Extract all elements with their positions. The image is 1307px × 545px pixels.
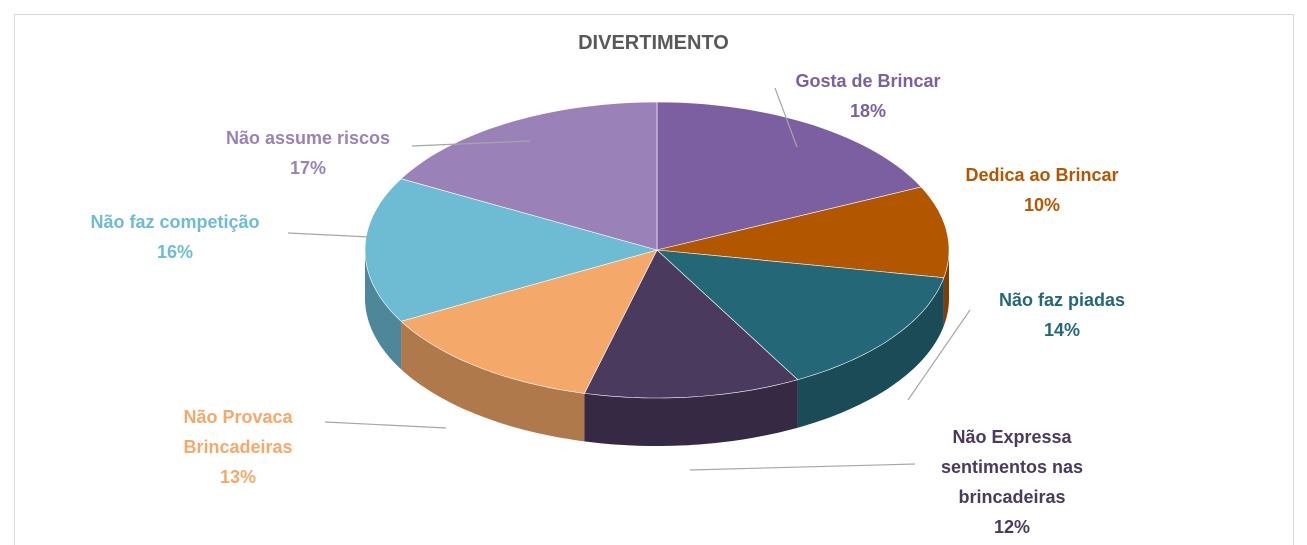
slice <box>656 101 922 251</box>
value-label: 16% <box>156 242 194 262</box>
category-label: Não Provaca Brincadeiras <box>183 407 293 457</box>
category-label: Gosta de Brincar <box>795 71 941 91</box>
slice <box>400 101 658 251</box>
leader-line <box>907 309 971 401</box>
slice <box>583 249 799 399</box>
data-label: Dedica ao Brincar 10% <box>932 160 1152 220</box>
data-label: Não Provaca Brincadeiras 13% <box>153 402 323 492</box>
slice <box>656 186 950 279</box>
data-label: Não assume riscos 17% <box>193 123 423 183</box>
slice-side <box>365 250 402 370</box>
slice-side-shade <box>584 379 798 446</box>
value-label: 12% <box>993 517 1031 537</box>
slice <box>400 249 658 394</box>
category-label: Não faz piadas <box>998 290 1126 310</box>
slice-side <box>943 250 949 326</box>
category-label: Dedica ao Brincar <box>965 165 1119 185</box>
value-label: 13% <box>219 467 257 487</box>
category-label: Não Expressa sentimentos nas brincadeira… <box>940 427 1084 507</box>
value-label: 17% <box>289 158 327 178</box>
data-label: Gosta de Brincar 18% <box>768 66 968 126</box>
value-label: 10% <box>1023 195 1061 215</box>
slice-side-shade <box>401 321 585 442</box>
leader-line <box>689 463 916 471</box>
data-label: Não Expressa sentimentos nas brincadeira… <box>917 422 1107 542</box>
slice-side-shade <box>365 250 402 370</box>
category-label: Não assume riscos <box>225 128 391 148</box>
slice-side <box>401 321 585 442</box>
leader-line <box>411 140 531 147</box>
slice <box>656 249 945 381</box>
value-label: 14% <box>1043 320 1081 340</box>
slice-side <box>584 379 798 446</box>
slice-side-shade <box>943 250 949 326</box>
data-label: Não faz competição 16% <box>55 207 295 267</box>
leader-line <box>774 87 798 148</box>
category-label: Não faz competição <box>90 212 260 232</box>
chart-title: DIVERTIMENTO <box>578 32 729 54</box>
value-label: 18% <box>849 101 887 121</box>
chart-frame <box>14 14 1294 545</box>
slice-side <box>797 277 944 428</box>
leader-line <box>287 232 371 238</box>
data-label: Não faz piadas 14% <box>962 285 1162 345</box>
leader-line <box>324 421 447 429</box>
slice <box>364 178 659 322</box>
slice-side-shade <box>797 277 944 428</box>
